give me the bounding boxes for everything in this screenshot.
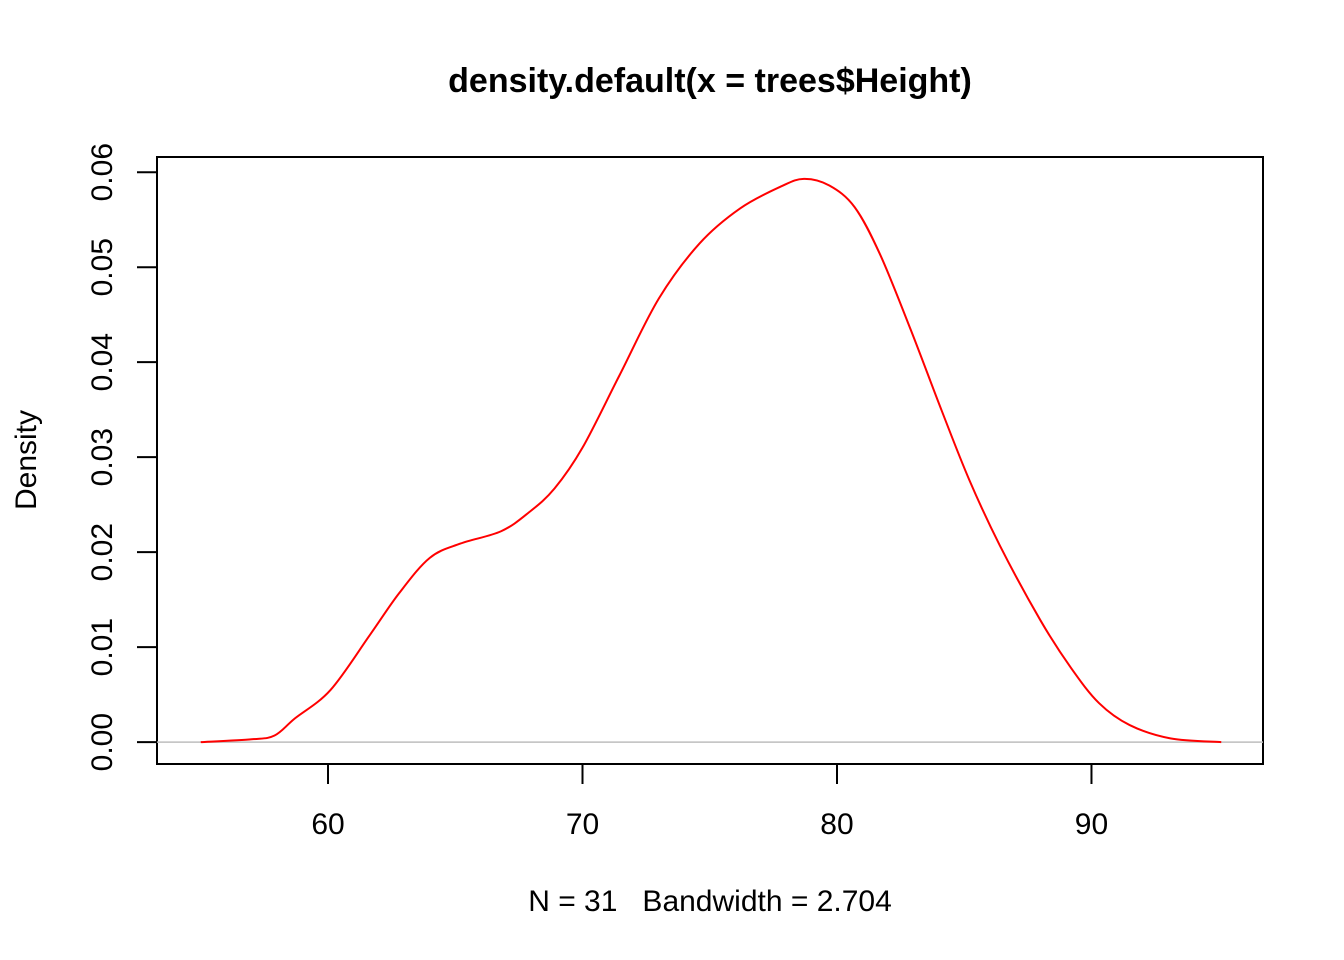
- y-axis: 0.00 0.01 0.02 0.03 0.04 0.05 0.06: [86, 143, 157, 771]
- y-tick-label: 0.03: [86, 428, 119, 486]
- y-tick-label: 0.01: [86, 618, 119, 676]
- x-tick-label: 70: [566, 808, 599, 841]
- x-tick-label: 90: [1075, 808, 1108, 841]
- x-tick-label: 60: [311, 808, 344, 841]
- plot-frame: [156, 156, 1264, 765]
- y-tick-label: 0.05: [86, 238, 119, 296]
- y-axis-label: Density: [10, 410, 43, 510]
- y-tick-label: 0.02: [86, 523, 119, 581]
- x-axis: 60 70 80 90: [311, 764, 1108, 841]
- y-tick-label: 0.00: [86, 713, 119, 771]
- chart-title: density.default(x = trees$Height): [448, 62, 972, 100]
- x-tick-label: 80: [820, 808, 853, 841]
- x-axis-label: N = 31 Bandwidth = 2.704: [528, 885, 892, 918]
- y-tick-label: 0.06: [86, 143, 119, 201]
- density-curve: [200, 177, 1222, 744]
- y-tick-label: 0.04: [86, 333, 119, 391]
